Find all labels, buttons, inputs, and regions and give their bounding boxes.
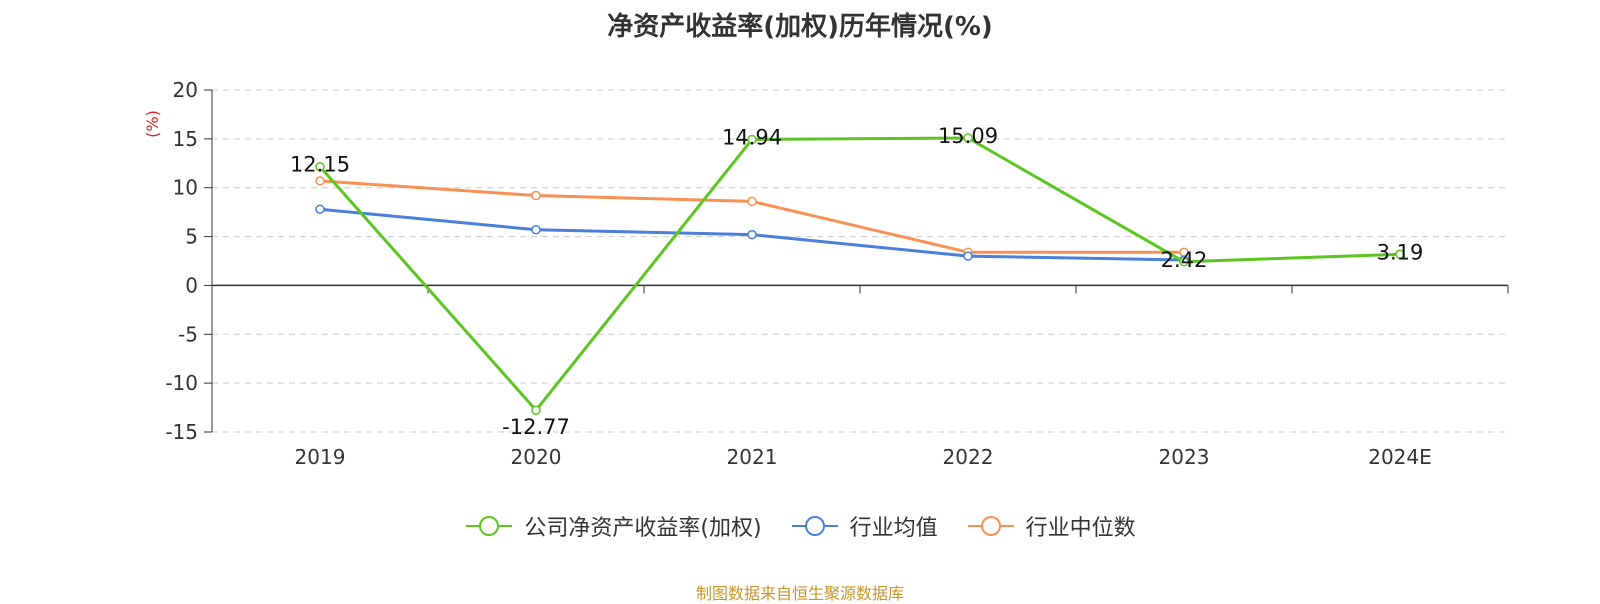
data-point xyxy=(315,204,325,214)
data-label: 15.09 xyxy=(938,124,998,148)
legend-marker xyxy=(967,516,1014,536)
grid-lines xyxy=(212,89,1508,433)
y-tick-label: -15 xyxy=(165,420,198,444)
data-point xyxy=(315,161,325,172)
legend-item[interactable]: 行业均值 xyxy=(790,510,938,542)
x-tick-label: 2019 xyxy=(295,445,346,469)
y-tick-label: 0 xyxy=(185,273,198,297)
legend-label: 行业中位数 xyxy=(1025,516,1136,541)
data-point xyxy=(315,176,325,186)
data-point xyxy=(747,196,757,207)
x-tick-label: 2023 xyxy=(1159,445,1210,469)
legend-item[interactable]: 公司净资产收益率(加权) xyxy=(464,510,762,542)
data-label: 14.94 xyxy=(722,125,782,149)
x-tick-label: 2020 xyxy=(511,445,562,469)
series-line xyxy=(318,136,1401,412)
data-point xyxy=(531,224,541,235)
y-tick-label: -10 xyxy=(165,371,198,395)
data-label: -12.77 xyxy=(502,415,570,439)
legend-marker xyxy=(466,516,513,536)
legend: 公司净资产收益率(加权) 行业均值 行业中位数 xyxy=(0,510,1600,542)
y-tick-label: 20 xyxy=(173,78,198,102)
source-note: 制图数据来自恒生聚源数据库 xyxy=(695,584,904,603)
data-point xyxy=(531,405,541,415)
series-lines xyxy=(315,133,1405,415)
legend-label: 公司净资产收益率(加权) xyxy=(524,516,762,541)
y-tick-label: -5 xyxy=(178,322,198,346)
data-point xyxy=(963,133,973,143)
data-point xyxy=(1179,257,1189,267)
data-labels: 12.15 -12.77 14.94 15.09 2.42 3.19 xyxy=(290,124,1423,439)
x-tick-label: 2022 xyxy=(943,445,994,469)
y-tick-label: 5 xyxy=(185,225,198,249)
data-point xyxy=(963,251,973,261)
series-line xyxy=(319,179,1184,254)
axes: -15 -10 -5 0 5 10 15 20 2019 2020 2021 2022 2023 2024… xyxy=(165,78,1509,469)
data-label: 3.19 xyxy=(1377,240,1424,264)
x-tick-label: 2021 xyxy=(727,445,778,469)
y-tick-label: 15 xyxy=(173,127,198,151)
x-tick-label: 2024E xyxy=(1368,445,1432,469)
data-point xyxy=(747,229,757,240)
chart-title: 净资产收益率(加权)历年情况(%) xyxy=(607,12,993,42)
y-axis-label: (%) xyxy=(143,110,162,138)
data-point xyxy=(1395,249,1405,260)
legend-label: 行业均值 xyxy=(849,516,938,541)
legend-item[interactable]: 行业中位数 xyxy=(966,510,1136,542)
y-tick-label: 10 xyxy=(173,176,198,200)
data-point xyxy=(747,134,757,145)
legend-marker xyxy=(791,516,838,536)
data-label: 12.15 xyxy=(290,153,350,177)
data-point xyxy=(531,190,541,201)
data-label: 2.42 xyxy=(1161,248,1208,272)
